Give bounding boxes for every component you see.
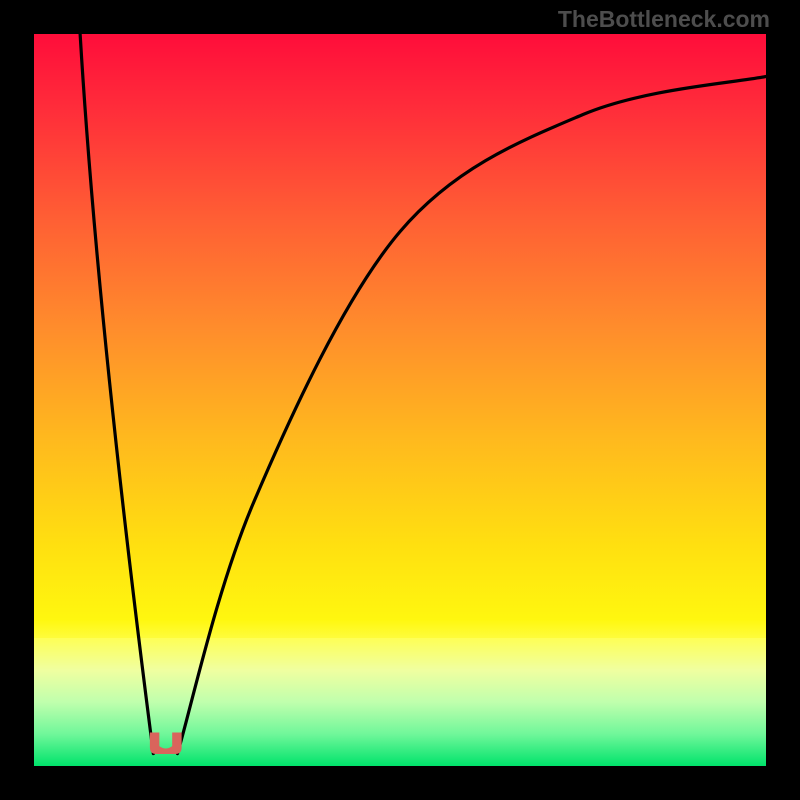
curve-right-branch: [177, 76, 766, 753]
curve-layer: [34, 34, 766, 766]
curve-notch-marker: [150, 733, 181, 753]
watermark-text: TheBottleneck.com: [558, 6, 770, 33]
chart-container: TheBottleneck.com: [0, 0, 800, 800]
curve-left-branch: [80, 34, 153, 754]
plot-area: [34, 34, 766, 766]
